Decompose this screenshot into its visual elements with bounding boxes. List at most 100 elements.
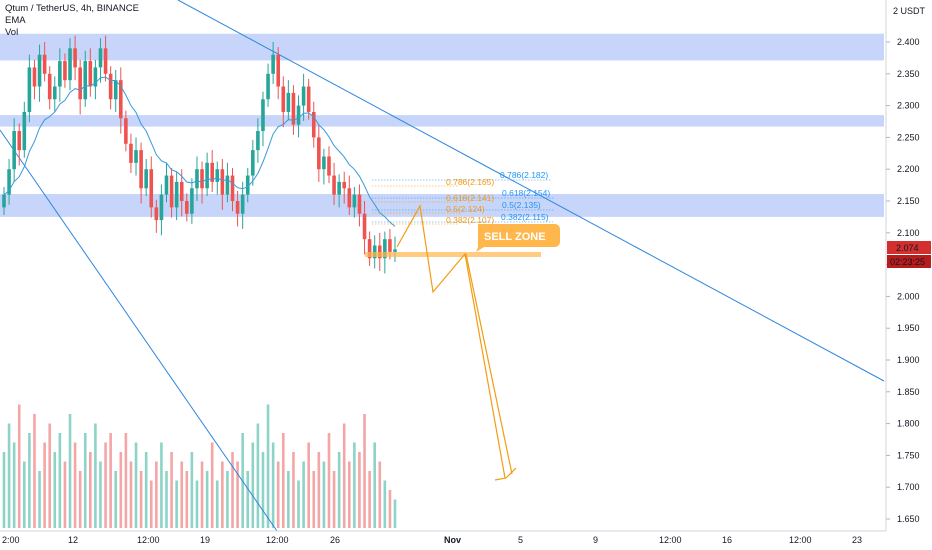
candle-body [118, 80, 123, 119]
time-axis[interactable]: 2:00 12 12:00 19 12:00 26 Nov 5 9 12:00 16 12:00 23 [0, 530, 932, 550]
volume-bar [363, 414, 366, 528]
candle [73, 35, 77, 81]
price-tick-label: 1.800 [897, 419, 920, 429]
legend-title[interactable]: Qtum / TetherUS, 4h, BINANCE [5, 3, 139, 14]
candle-body [139, 150, 143, 189]
volume-bar [53, 452, 57, 528]
candle-body [317, 137, 321, 170]
candle-body [32, 67, 37, 87]
volume-bar [17, 404, 21, 528]
time-tick-label: 12:00 [789, 535, 812, 545]
candle-body [93, 67, 98, 87]
price-axis[interactable]: 2 USDT 2.400 2.350 2.300 2.250 2.200 2.150 2.10… [885, 0, 932, 550]
volume-bar [327, 433, 331, 528]
fib-label-blue: 0.786(2.182) [500, 170, 548, 180]
candle-body [220, 169, 225, 195]
candle [311, 101, 316, 148]
volume-bar [43, 442, 46, 528]
candle [144, 159, 148, 196]
volume-bar [180, 461, 184, 528]
legend-ema[interactable]: EMA [5, 15, 26, 26]
candle-body [2, 194, 6, 208]
volume-bar [337, 452, 341, 528]
candle-body [58, 61, 62, 87]
price-tick-label: 2.200 [897, 164, 920, 174]
price-tick-label: 2.350 [897, 69, 920, 79]
candle [256, 118, 260, 163]
price-tick-label: 1.700 [897, 482, 920, 492]
time-tick-label: 12:00 [659, 535, 682, 545]
candle [58, 48, 62, 102]
candle [52, 76, 57, 112]
candle-body [103, 48, 108, 74]
price-tick-label: 2.300 [897, 101, 920, 111]
volume-bar [165, 471, 168, 528]
candle-body [47, 73, 52, 100]
candle-body [235, 201, 240, 214]
candle-body [134, 150, 138, 163]
candle [78, 59, 82, 115]
price-tick-label: 2.250 [897, 132, 920, 142]
candle [63, 53, 67, 88]
candle-body [27, 67, 32, 112]
time-tick-label: 23 [852, 535, 862, 545]
candle [185, 193, 189, 222]
candle-body [311, 111, 316, 138]
time-tick-label: 9 [593, 535, 598, 545]
candle [327, 146, 331, 184]
volume-bar [144, 452, 148, 528]
volume-bar [114, 471, 118, 528]
candle-body [78, 67, 82, 100]
candle-body [200, 169, 204, 189]
price-tick-label: 1.850 [897, 387, 920, 397]
time-tick-label: Nov [444, 535, 461, 545]
volume-bar [7, 423, 11, 528]
candle [164, 162, 169, 203]
candle-body [251, 150, 255, 176]
time-axis-bg [0, 531, 932, 550]
time-tick-label: 26 [330, 535, 340, 545]
time-tick-label: 16 [722, 535, 732, 545]
volume-bar [175, 480, 178, 528]
volume-bar [297, 480, 300, 528]
volume-bar [353, 442, 356, 528]
candle [286, 80, 291, 120]
fib-label-orange: 0.618(2.141) [446, 193, 494, 203]
candle [103, 35, 108, 82]
candle [12, 118, 16, 182]
candle [42, 42, 47, 82]
volume-bar [104, 442, 107, 528]
fib-label-orange: 0.5(2.124) [446, 204, 485, 214]
candle-body [108, 73, 113, 100]
candle-body [281, 86, 286, 112]
candle-body [245, 175, 250, 195]
volume-bar [155, 461, 158, 528]
candle-body [42, 54, 47, 74]
volume-bar [160, 442, 163, 528]
candle-body [113, 80, 118, 100]
candle [159, 184, 164, 236]
candle [118, 67, 123, 134]
volume-bar [200, 461, 204, 528]
candle [266, 63, 270, 107]
volume-bar [129, 461, 133, 528]
volume-bar [215, 480, 219, 528]
candle-body [372, 245, 377, 259]
volume-bar [226, 471, 229, 528]
candle [32, 59, 37, 100]
candle-body [52, 86, 57, 100]
candle-body [271, 54, 275, 74]
projection-line-a [396, 204, 506, 479]
candle [322, 148, 326, 185]
volume-bar [190, 452, 194, 528]
legend-vol[interactable]: Vol [5, 27, 19, 38]
candle [200, 161, 204, 204]
volume-bar [170, 452, 173, 528]
candle-body [352, 194, 357, 208]
candle [27, 54, 32, 123]
candle [372, 235, 377, 269]
candle-body [164, 175, 169, 195]
volume-bar [221, 461, 224, 528]
candle-body [327, 156, 331, 176]
